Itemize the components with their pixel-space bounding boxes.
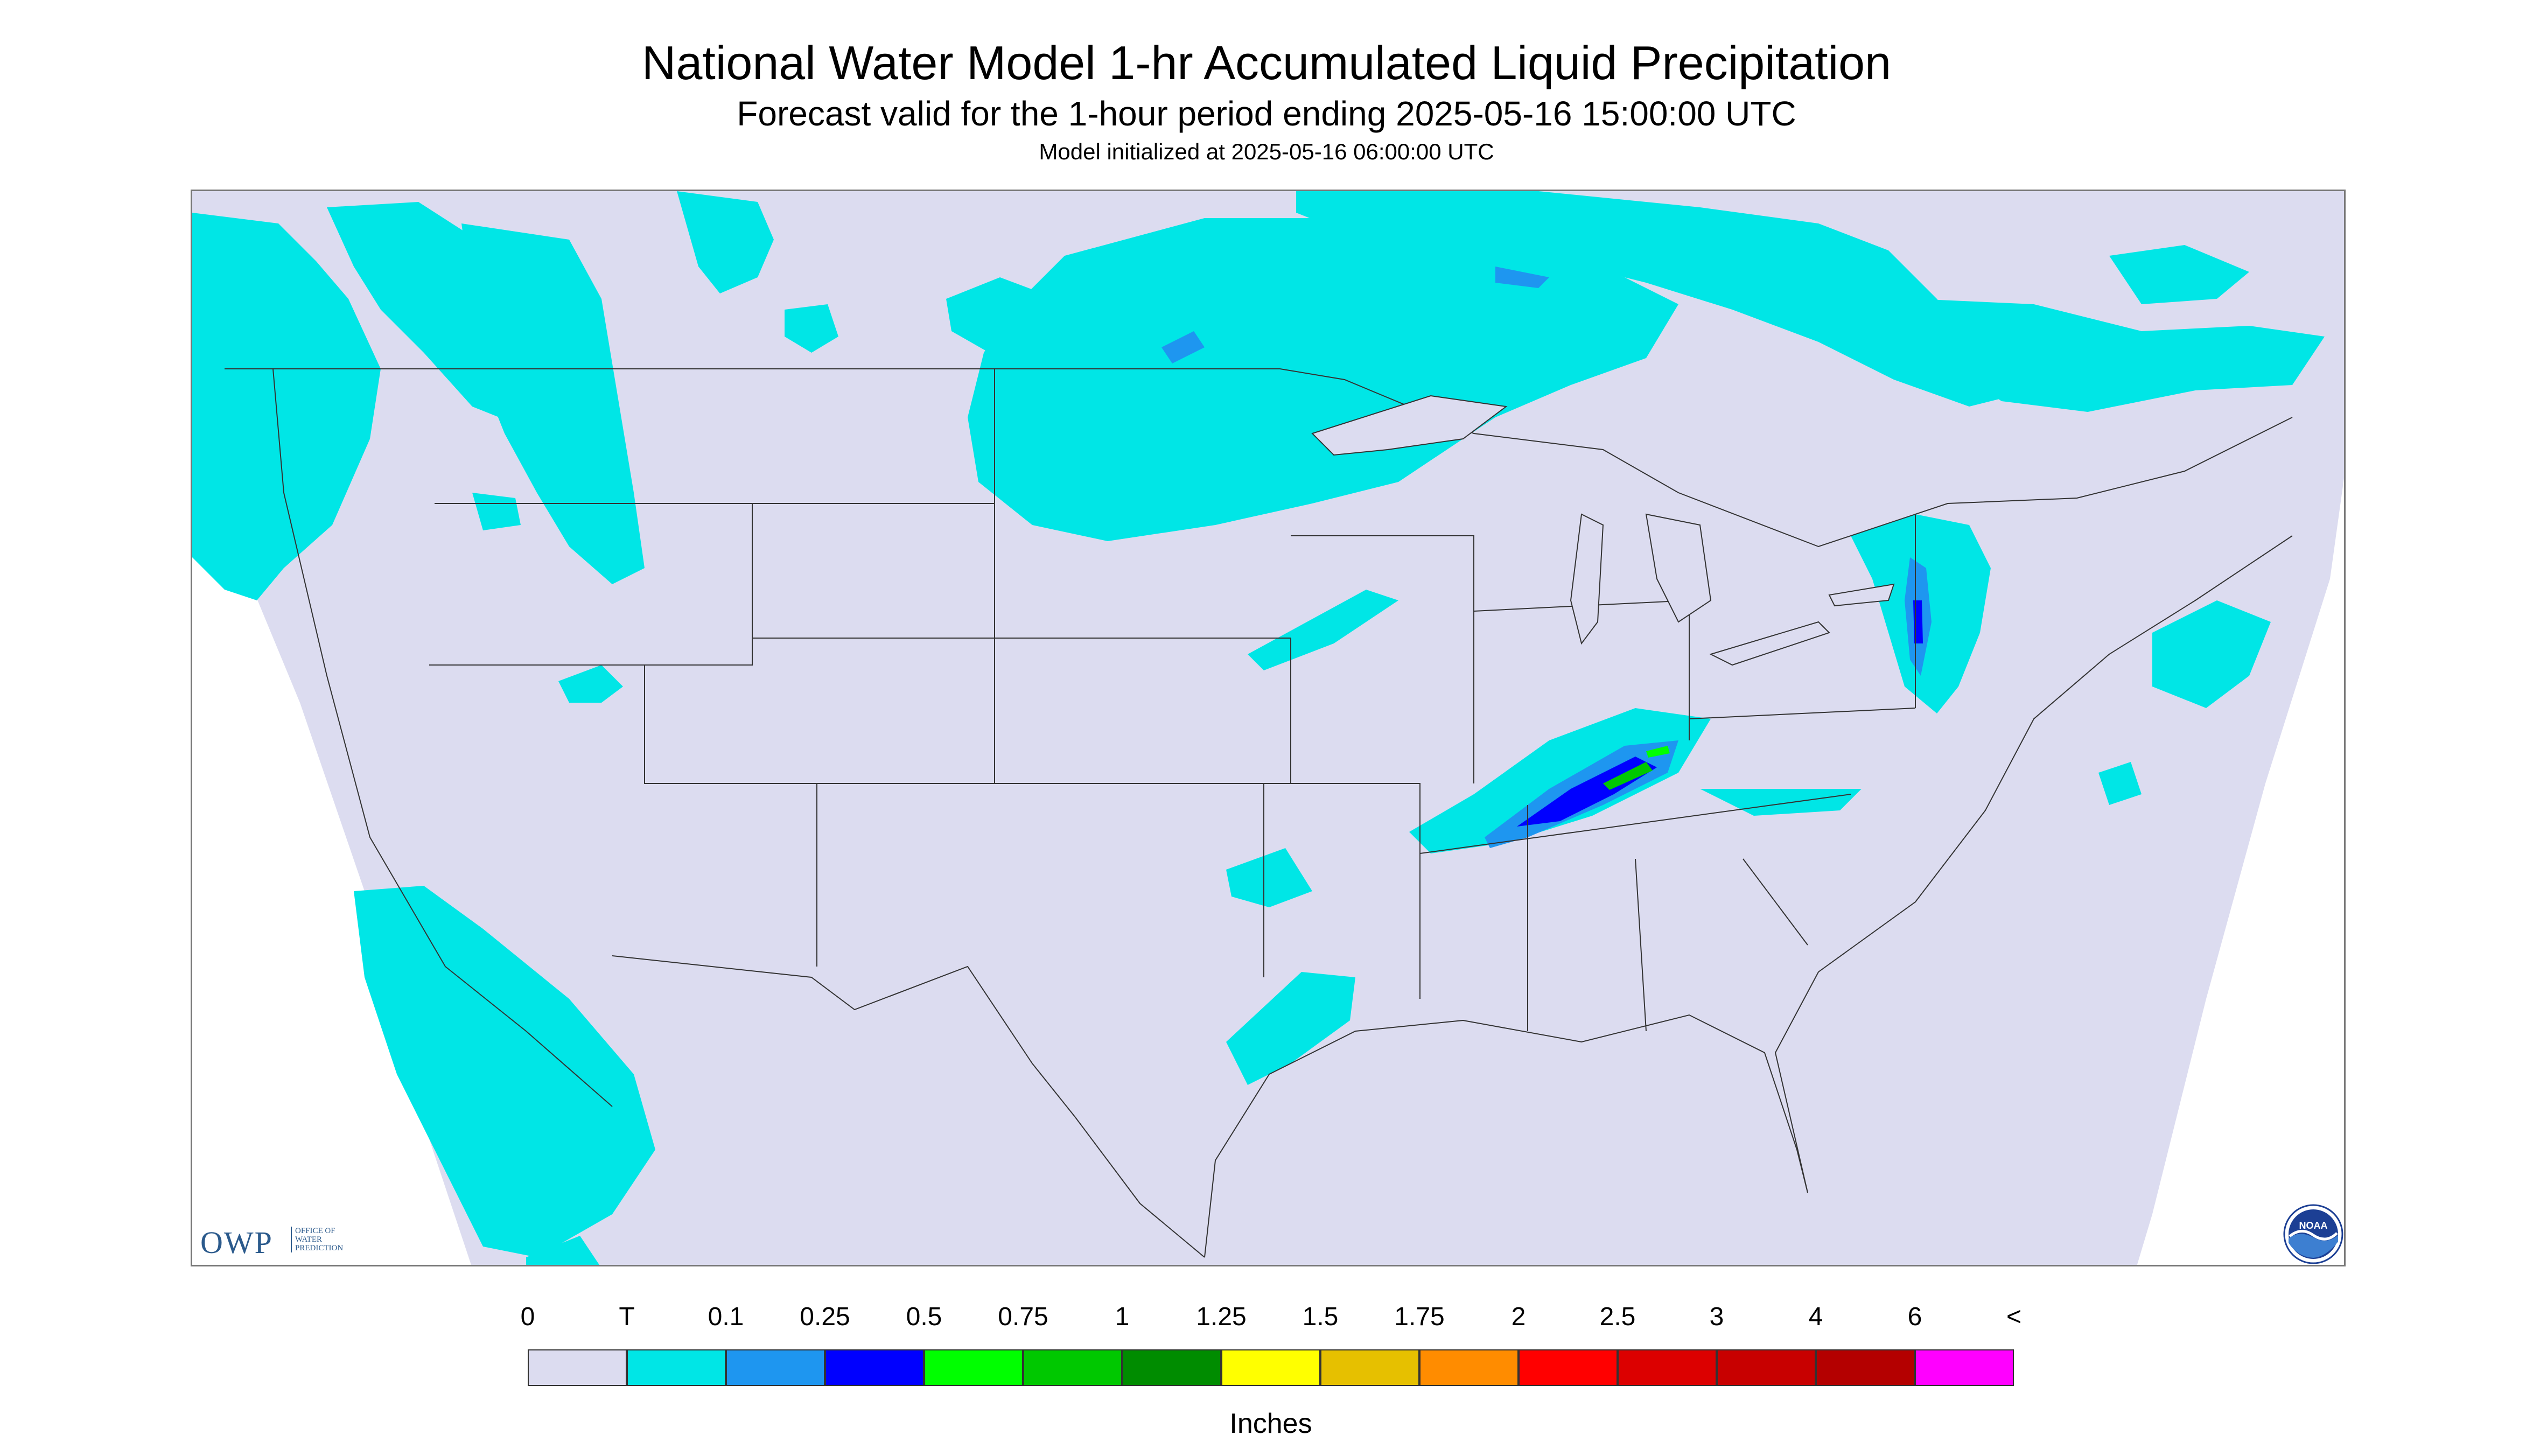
owp-subtext-line: PREDICTION bbox=[295, 1244, 344, 1252]
legend-swatch bbox=[1915, 1349, 2014, 1386]
map-title: National Water Model 1-hr Accumulated Li… bbox=[641, 36, 1892, 89]
legend-swatch bbox=[1221, 1349, 1320, 1386]
legend-tick-label: 0.25 bbox=[800, 1303, 850, 1331]
legend-swatch bbox=[1519, 1349, 1618, 1386]
us-canada-border bbox=[225, 368, 2293, 548]
precip-blue-pennsylvania bbox=[1913, 600, 1923, 643]
state-line-7 bbox=[1264, 783, 1421, 999]
legend-tick-label: 0.75 bbox=[998, 1303, 1048, 1331]
precip-area-nevada-spots bbox=[558, 665, 623, 703]
legend-swatch bbox=[1419, 1349, 1519, 1386]
precip-area-atlantic-spot bbox=[2098, 762, 2142, 805]
state-line-14 bbox=[1689, 708, 1916, 719]
owp-logo: OWP OFFICE OF WATER PREDICTION bbox=[200, 1222, 378, 1261]
owp-subtext: OFFICE OF WATER PREDICTION bbox=[291, 1227, 376, 1252]
model-domain bbox=[192, 191, 2344, 1265]
legend-swatch bbox=[528, 1349, 627, 1386]
owp-mark: OWP bbox=[200, 1225, 273, 1260]
precip-area-quebec bbox=[1915, 299, 2325, 412]
map-canvas bbox=[192, 191, 2344, 1265]
west-coast bbox=[272, 368, 613, 1107]
legend-tick-label: 1 bbox=[1115, 1303, 1130, 1331]
precip-light-dakota-streaks bbox=[1161, 331, 1205, 363]
legend-tick-label: 2.5 bbox=[1599, 1303, 1636, 1331]
precip-light-ontario-streak bbox=[1495, 267, 1549, 288]
us-mexico-border bbox=[612, 955, 1205, 1258]
legend-tick-label: 4 bbox=[1808, 1303, 1823, 1331]
precip-green-kentucky bbox=[1603, 762, 1653, 790]
legend-tick-label: 0 bbox=[520, 1303, 535, 1331]
precipitation-map bbox=[191, 190, 2346, 1266]
legend-swatch bbox=[1122, 1349, 1221, 1386]
state-line-16 bbox=[1743, 858, 1808, 946]
lake-huron bbox=[1645, 513, 1712, 623]
precip-area-quebec-north bbox=[2109, 245, 2249, 304]
precip-green-kentucky-2 bbox=[1646, 746, 1670, 758]
map-subtitle: Forecast valid for the 1-hour period end… bbox=[737, 94, 1796, 133]
lake-superior bbox=[1311, 395, 1508, 456]
precip-area-baja-spot bbox=[526, 1236, 599, 1265]
owp-subtext-line: OFFICE OF bbox=[295, 1227, 335, 1235]
legend-unit-label: Inches bbox=[1229, 1408, 1312, 1439]
precip-area-pacific-northwest bbox=[192, 213, 381, 600]
legend-tick-label: 0.5 bbox=[906, 1303, 942, 1331]
precip-area-idaho-montana bbox=[461, 223, 645, 584]
state-line-4 bbox=[644, 665, 817, 967]
legend-tick-label: 0.1 bbox=[708, 1303, 744, 1331]
precip-legend: 0 T 0.1 0.25 0.5 0.75 1 1.25 1.5 1.75 2 2.5 3 4 6 < Inc… bbox=[521, 1292, 2021, 1443]
precip-area-northern-idaho bbox=[677, 191, 774, 293]
precip-area-california bbox=[354, 886, 655, 1257]
precip-area-northern-canada bbox=[1296, 191, 2012, 407]
precip-area-idaho-spot bbox=[472, 493, 521, 530]
legend-swatch bbox=[627, 1349, 726, 1386]
precip-area-atlantic-offshore bbox=[2152, 600, 2271, 708]
legend-tick-label: 1.25 bbox=[1196, 1303, 1247, 1331]
precip-area-oklahoma bbox=[1226, 848, 1312, 907]
legend-tick-label: 6 bbox=[1907, 1303, 1922, 1331]
precip-area-iowa-band bbox=[1248, 590, 1398, 670]
great-lakes bbox=[1311, 395, 1895, 666]
legend-tick-label: T bbox=[619, 1303, 635, 1331]
legend-swatch bbox=[1618, 1349, 1717, 1386]
legend-tick-label: 1.75 bbox=[1394, 1303, 1445, 1331]
legend-swatch bbox=[924, 1349, 1023, 1386]
gulf-coast bbox=[1204, 1014, 1808, 1258]
legend-tick-label: 1.5 bbox=[1302, 1303, 1339, 1331]
state-line-9 bbox=[1291, 535, 1474, 783]
east-coast bbox=[1774, 535, 2293, 1193]
legend-swatch bbox=[1320, 1349, 1419, 1386]
legend-swatch bbox=[825, 1349, 924, 1386]
precip-area-dakotas-lakes bbox=[968, 218, 1678, 541]
legend-swatch bbox=[1717, 1349, 1816, 1386]
precip-trace-areas bbox=[192, 191, 2325, 1265]
lake-erie bbox=[1709, 621, 1830, 666]
precip-area-texas-gulf bbox=[1226, 972, 1355, 1085]
political-boundaries bbox=[225, 368, 2293, 1258]
legend-tick-label: 2 bbox=[1511, 1303, 1526, 1331]
state-line-13 bbox=[1635, 858, 1647, 1032]
legend-tick-label: < bbox=[2006, 1303, 2022, 1331]
precip-area-ohio-valley bbox=[1409, 708, 1711, 853]
legend-tick-label: 3 bbox=[1709, 1303, 1724, 1331]
state-line-11 bbox=[1419, 794, 1851, 854]
precip-area-montana-dots bbox=[785, 304, 838, 353]
legend-swatch bbox=[1816, 1349, 1915, 1386]
state-line-1 bbox=[429, 503, 753, 666]
lake-ontario bbox=[1828, 583, 1895, 607]
lake-michigan bbox=[1570, 513, 1604, 645]
noaa-logo-icon: NOAA bbox=[2283, 1204, 2343, 1264]
legend-swatch bbox=[726, 1349, 825, 1386]
legend-swatch bbox=[1023, 1349, 1122, 1386]
noaa-mark: NOAA bbox=[2299, 1220, 2328, 1231]
model-init-line: Model initialized at 2025-05-16 06:00:00… bbox=[1039, 139, 1494, 164]
owp-subtext-line: WATER bbox=[295, 1235, 322, 1244]
